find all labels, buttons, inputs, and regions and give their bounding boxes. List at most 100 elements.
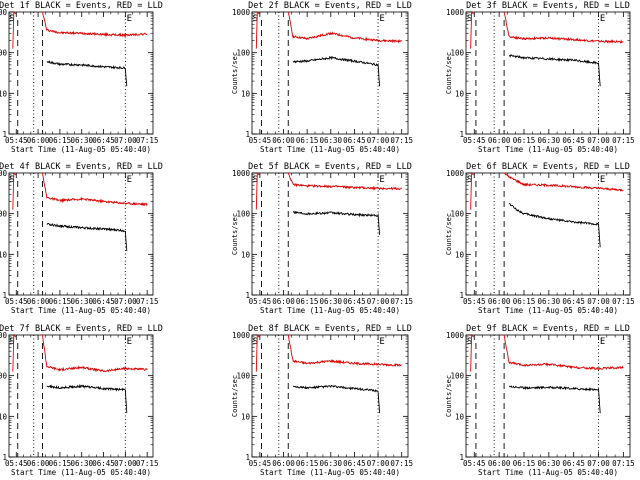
- x-tick-label: 06:45: [92, 297, 115, 306]
- y-tick-label: 100: [450, 372, 464, 381]
- start-marker-label: S: [9, 175, 14, 185]
- y-tick-label: 10: [0, 412, 7, 421]
- y-axis-label: Counts/sec: [445, 52, 453, 94]
- y-tick-label: 100: [450, 49, 464, 58]
- x-tick-label: 07:00: [367, 136, 390, 145]
- x-axis-label: Start Time (11-Aug-05 05:40:40): [11, 306, 151, 315]
- x-tick-label: 06:00: [272, 297, 295, 306]
- x-axis-label: Start Time (11-Aug-05 05:40:40): [478, 145, 618, 154]
- y-tick-label: 10: [455, 89, 465, 98]
- y-tick-label: 100: [0, 372, 7, 381]
- x-tick-label: 06:00: [27, 459, 50, 468]
- plot-frame: [251, 11, 409, 135]
- y-tick-label: 1: [459, 291, 464, 300]
- start-marker-label: S: [253, 14, 258, 24]
- x-tick-label: 05:45: [249, 459, 272, 468]
- events-series-line: [46, 223, 128, 252]
- x-tick-label: 07:00: [587, 297, 610, 306]
- start-marker-label: S: [9, 14, 14, 24]
- start-marker-label: S: [253, 337, 258, 347]
- events-series-line: [509, 54, 601, 87]
- x-tick-label: 07:15: [390, 136, 413, 145]
- y-axis-label: Counts/sec: [231, 52, 239, 94]
- x-tick-label: 06:00: [488, 136, 511, 145]
- x-tick-label: 06:30: [319, 459, 342, 468]
- plot-frame: [8, 334, 154, 458]
- x-axis-label: Start Time (11-Aug-05 05:40:40): [260, 468, 400, 477]
- x-tick-label: 06:00: [488, 297, 511, 306]
- start-marker-label: S: [253, 175, 258, 185]
- y-tick-label: 1000: [232, 331, 251, 340]
- x-tick-label: 05:45: [5, 297, 28, 306]
- plot-title: Det 4f BLACK = Events, RED = LLD: [0, 162, 163, 172]
- lld-series-line: [503, 172, 624, 192]
- y-tick-label: 1000: [446, 8, 465, 17]
- x-tick-label: 05:45: [463, 459, 486, 468]
- plot-det-3: Det 3f BLACK = Events, RED = LLD 1 10 100 10…: [445, 1, 635, 154]
- x-tick-label: 06:00: [488, 459, 511, 468]
- x-tick-label: 06:15: [296, 136, 319, 145]
- x-tick-label: 07:15: [136, 459, 159, 468]
- x-axis-label: Start Time (11-Aug-05 05:40:40): [478, 306, 618, 315]
- plot-det-2: Det 2f BLACK = Events, RED = LLD 1 10 100 10…: [231, 1, 413, 154]
- y-tick-label: 10: [241, 412, 251, 421]
- x-tick-label: 05:45: [5, 459, 28, 468]
- x-tick-label: 05:45: [5, 136, 28, 145]
- x-tick-label: 06:15: [513, 297, 536, 306]
- plot-frame: [465, 11, 631, 135]
- y-tick-label: 1: [245, 453, 250, 462]
- y-tick-label: 1000: [232, 169, 251, 178]
- plot-det-1: Det 1f BLACK = Events, RED = LLD 1 10 100 10…: [0, 1, 163, 154]
- events-series-line: [292, 384, 381, 414]
- x-tick-label: 06:00: [272, 459, 295, 468]
- y-tick-label: 1000: [446, 169, 465, 178]
- plot-title: Det 2f BLACK = Events, RED = LLD: [248, 1, 412, 11]
- end-marker-label: E: [127, 14, 132, 24]
- start-spike: [255, 333, 260, 372]
- x-tick-label: 06:30: [319, 136, 342, 145]
- plot-title: Det 1f BLACK = Events, RED = LLD: [0, 1, 163, 11]
- x-tick-label: 07:15: [612, 136, 635, 145]
- lld-series-line: [287, 334, 402, 367]
- y-tick-label: 100: [236, 49, 250, 58]
- x-tick-label: 06:45: [92, 459, 115, 468]
- x-tick-label: 06:30: [70, 459, 93, 468]
- start-spike: [12, 171, 17, 210]
- x-tick-label: 06:30: [70, 297, 93, 306]
- y-tick-label: 1000: [232, 8, 251, 17]
- plot-det-5: Det 5f BLACK = Events, RED = LLD 1 10 100 10…: [231, 162, 413, 315]
- y-tick-label: 1: [2, 453, 7, 462]
- x-tick-label: 07:00: [114, 297, 137, 306]
- plot-frame: [465, 172, 631, 296]
- plot-det-9: Det 9f BLACK = Events, RED = LLD 1 10 100 10…: [445, 324, 635, 477]
- x-tick-label: 06:30: [538, 459, 561, 468]
- lld-series-line: [42, 11, 148, 38]
- x-tick-label: 06:15: [49, 459, 72, 468]
- x-tick-label: 06:30: [538, 136, 561, 145]
- y-tick-label: 1000: [0, 331, 7, 340]
- end-marker-label: E: [379, 175, 384, 185]
- end-marker-label: E: [600, 175, 605, 185]
- x-tick-label: 06:45: [92, 136, 115, 145]
- x-tick-label: 05:45: [463, 136, 486, 145]
- start-spike: [12, 10, 17, 49]
- y-tick-label: 1: [459, 453, 464, 462]
- events-series-line: [46, 60, 128, 87]
- lld-series-line: [503, 11, 624, 44]
- x-tick-label: 06:45: [562, 136, 585, 145]
- start-marker-label: S: [467, 14, 472, 24]
- y-tick-label: 100: [236, 372, 250, 381]
- x-tick-label: 06:00: [27, 297, 50, 306]
- x-tick-label: 06:30: [319, 297, 342, 306]
- y-tick-label: 1: [459, 130, 464, 139]
- y-tick-label: 1000: [446, 331, 465, 340]
- x-tick-label: 06:30: [538, 297, 561, 306]
- x-tick-label: 06:45: [343, 136, 366, 145]
- x-axis-label: Start Time (11-Aug-05 05:40:40): [260, 306, 400, 315]
- plot-frame: [8, 11, 154, 135]
- y-tick-label: 1: [2, 291, 7, 300]
- x-tick-label: 07:00: [114, 459, 137, 468]
- start-marker-label: S: [467, 337, 472, 347]
- start-spike: [470, 171, 474, 210]
